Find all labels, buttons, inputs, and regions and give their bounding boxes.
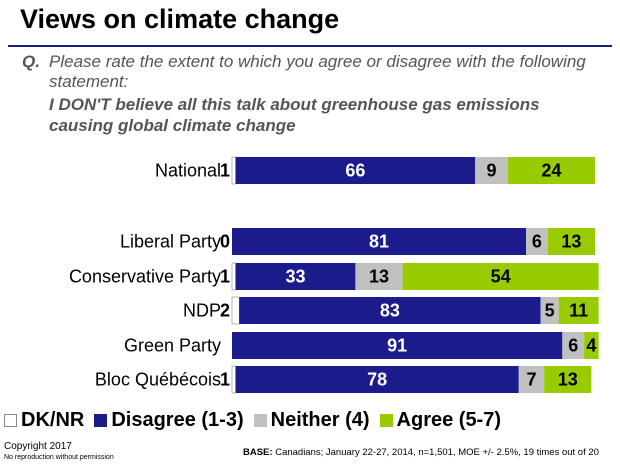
data-label-ndp-agree-5-7: 11 — [569, 301, 588, 321]
bar-conservative-party-disagree-1-3 — [235, 263, 356, 290]
bar-bloc-qu-b-cois-agree-5-7 — [544, 366, 592, 393]
bar-bloc-qu-b-cois-dk-nr — [231, 365, 236, 394]
bar-liberal-party-neither-4 — [526, 228, 548, 255]
bar-ndp-neither-4 — [540, 297, 559, 324]
data-label-liberal-party-neither-4: 6 — [532, 232, 542, 252]
legend-item-neither: Neither (4) — [253, 409, 370, 432]
bar-national-dk-nr — [231, 156, 236, 185]
data-label-national-agree-5-7: 24 — [541, 161, 561, 181]
legend-item-disagree: Disagree (1-3) — [94, 409, 244, 432]
bar-conservative-party-neither-4 — [355, 263, 403, 290]
category-label-green-party: Green Party — [124, 336, 221, 356]
legend-label-dknr: DK/NR — [21, 409, 85, 431]
data-label-conservative-party-agree-5-7: 54 — [491, 267, 511, 287]
data-label-bloc-qu-b-cois-neither-4: 7 — [526, 370, 536, 390]
legend-swatch-disagree — [94, 414, 108, 427]
data-label-national-dk-nr: 1 — [220, 161, 230, 181]
bar-national-disagree-1-3 — [235, 157, 476, 184]
reproduction-notice: No reproduction without permission — [4, 454, 114, 461]
data-label-green-party-disagree-1-3: 91 — [387, 336, 407, 356]
bar-green-party-neither-4 — [562, 332, 585, 359]
base-label: BASE: — [243, 447, 273, 458]
data-label-conservative-party-neither-4: 13 — [369, 267, 389, 287]
copyright-notice: Copyright 2017 No reproduction without p… — [4, 441, 114, 463]
bar-ndp-dk-nr — [231, 296, 240, 325]
data-label-bloc-qu-b-cois-dk-nr: 1 — [220, 370, 230, 390]
bar-conservative-party-agree-5-7 — [402, 263, 599, 290]
category-label-conservative-party: Conservative Party — [69, 267, 221, 287]
data-label-liberal-party-dk-nr: 0 — [220, 232, 230, 252]
legend-swatch-neither — [253, 414, 267, 427]
bar-ndp-disagree-1-3 — [239, 297, 541, 324]
data-label-ndp-dk-nr: 2 — [220, 301, 230, 321]
data-label-liberal-party-disagree-1-3: 81 — [369, 232, 389, 252]
bar-liberal-party-disagree-1-3 — [232, 228, 527, 255]
legend-item-agree: Agree (5-7) — [379, 409, 502, 432]
bar-ndp-agree-5-7 — [558, 297, 599, 324]
question-statement: I DON'T believe all this talk about gree… — [49, 95, 540, 135]
legend-swatch-dknr — [4, 414, 17, 427]
bar-national-agree-5-7 — [507, 157, 595, 184]
data-label-national-neither-4: 9 — [487, 161, 497, 181]
bar-green-party-agree-5-7 — [584, 332, 599, 359]
data-label-conservative-party-disagree-1-3: 33 — [286, 267, 306, 287]
bar-conservative-party-dk-nr — [231, 262, 236, 291]
question-label: Q. — [22, 52, 40, 71]
legend-label-disagree: Disagree (1-3) — [111, 409, 244, 431]
bar-green-party-disagree-1-3 — [232, 332, 563, 359]
base-text: Canadians; January 22-27, 2014, n=1,501,… — [275, 447, 599, 458]
legend-label-neither: Neither (4) — [270, 409, 370, 431]
data-label-liberal-party-agree-5-7: 13 — [561, 232, 581, 252]
data-label-ndp-disagree-1-3: 83 — [380, 301, 400, 321]
base-note: BASE: Canadians; January 22-27, 2014, n=… — [243, 447, 599, 458]
data-label-bloc-qu-b-cois-agree-5-7: 13 — [558, 370, 578, 390]
data-label-bloc-qu-b-cois-disagree-1-3: 78 — [367, 370, 387, 390]
data-label-ndp-neither-4: 5 — [545, 301, 555, 321]
data-label-national-disagree-1-3: 66 — [345, 161, 365, 181]
legend-swatch-agree — [379, 414, 393, 427]
legend-item-dknr: DK/NR — [4, 409, 84, 432]
legend-label-agree: Agree (5-7) — [396, 409, 502, 431]
chart-title: Views on climate change — [20, 4, 340, 34]
bar-liberal-party-agree-5-7 — [547, 228, 595, 255]
bar-bloc-qu-b-cois-disagree-1-3 — [235, 366, 519, 393]
category-label-national: National — [155, 161, 221, 181]
bar-national-neither-4 — [475, 157, 508, 184]
data-label-conservative-party-dk-nr: 1 — [220, 267, 230, 287]
question-text: Please rate the extent to which you agre… — [49, 52, 586, 91]
data-label-green-party-agree-5-7: 4 — [586, 336, 596, 356]
category-label-liberal-party: Liberal Party — [120, 232, 221, 252]
data-label-green-party-neither-4: 6 — [568, 336, 578, 356]
copyright-text: Copyright 2017 — [4, 441, 72, 452]
bar-bloc-qu-b-cois-neither-4 — [518, 366, 545, 393]
category-label-ndp: NDP — [183, 301, 221, 321]
chart-legend: DK/NR Disagree (1-3) Neither (4) Agree (… — [4, 409, 511, 432]
category-label-bloc-qu-b-cois: Bloc Québécois — [95, 370, 221, 390]
title-divider — [8, 45, 612, 47]
